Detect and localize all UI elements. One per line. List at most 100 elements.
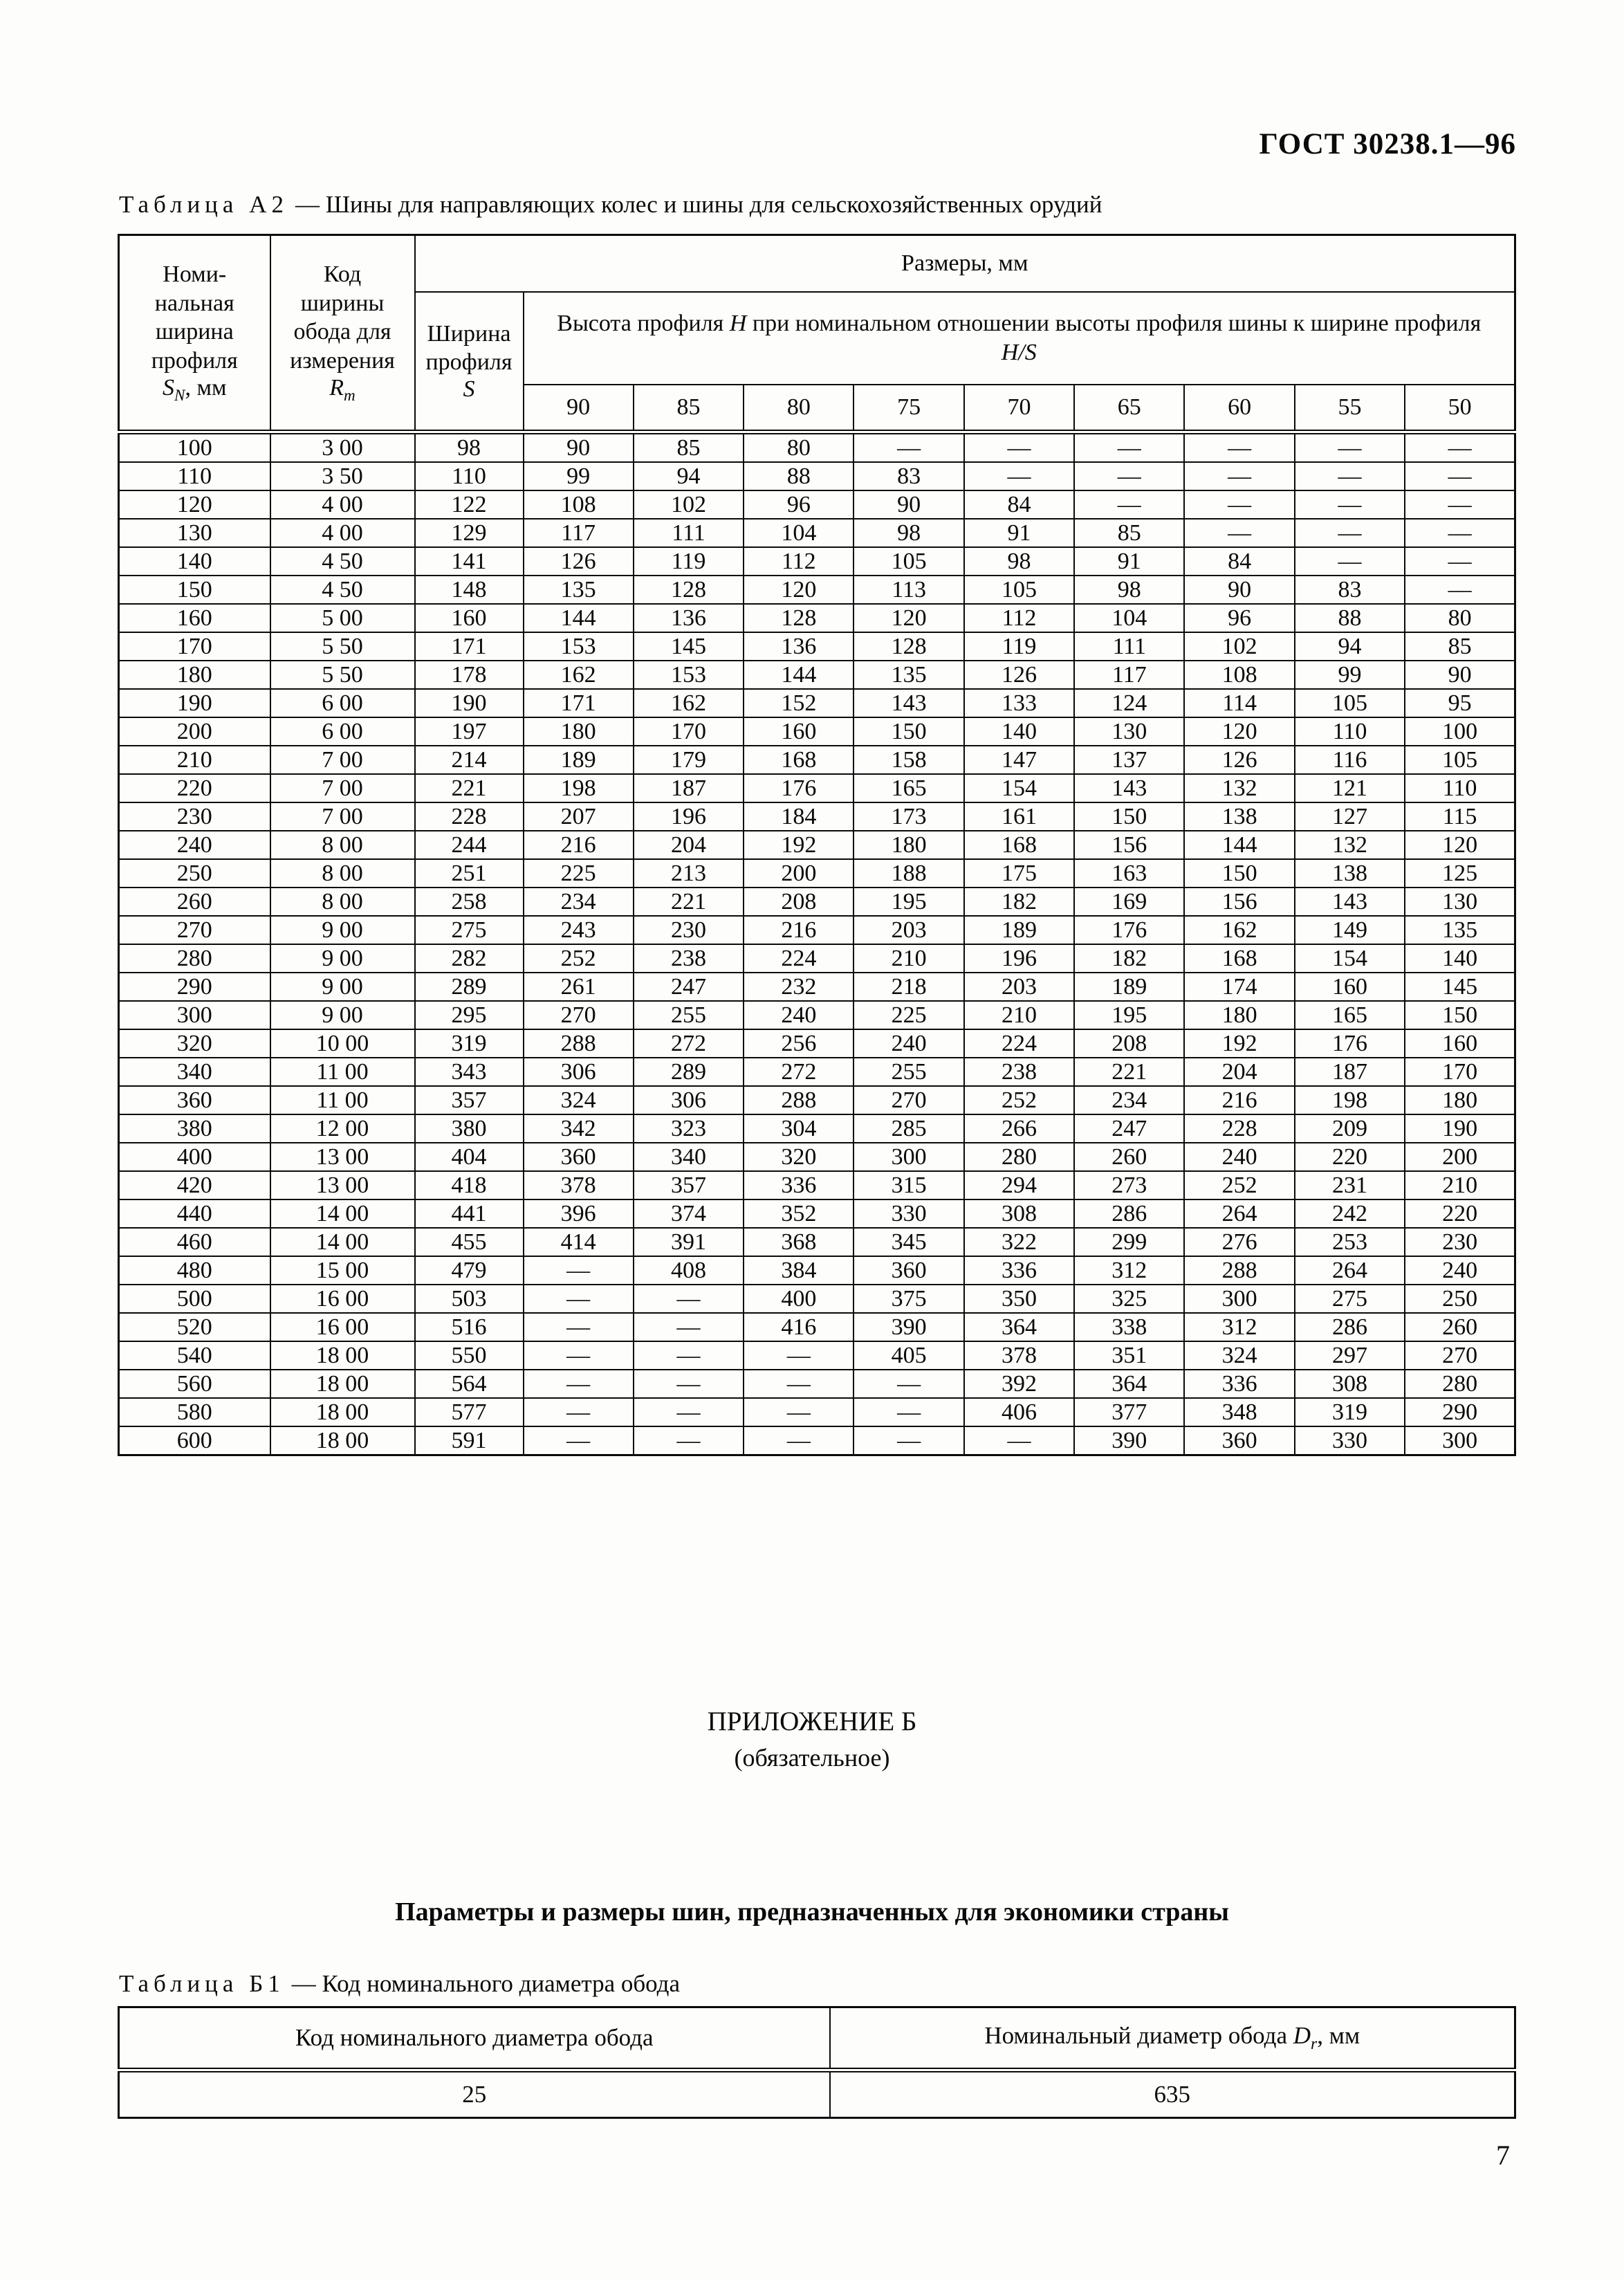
cell: 390 bbox=[1073, 1426, 1185, 1456]
col-header: 50 bbox=[1404, 384, 1516, 433]
cell: 135 bbox=[1404, 915, 1516, 945]
cell: 580 bbox=[118, 1397, 271, 1427]
cell: 145 bbox=[1404, 972, 1516, 1002]
cell: 242 bbox=[1293, 1199, 1406, 1229]
cell: 135 bbox=[522, 575, 634, 605]
cell: 25 bbox=[118, 2068, 831, 2119]
cell: 260 bbox=[118, 887, 271, 917]
col-header: 80 bbox=[743, 384, 855, 433]
cell: — bbox=[632, 1284, 745, 1314]
table-row: 100 3 00 98 90 85 80— — — — — — bbox=[118, 430, 1516, 463]
cell: 102 bbox=[632, 490, 745, 520]
cell: 90 bbox=[522, 430, 634, 463]
cell: 187 bbox=[632, 773, 745, 803]
cell: 300 bbox=[1404, 1426, 1516, 1456]
cell: 130 bbox=[1404, 887, 1516, 917]
cell: 345 bbox=[853, 1227, 965, 1257]
cell: 270 bbox=[853, 1085, 965, 1115]
cell: — bbox=[1404, 490, 1516, 520]
cell: — bbox=[632, 1426, 745, 1456]
table-row: 150 4 50 148 135 128 120 113 105 98 90 83— bbox=[118, 575, 1516, 605]
cell: 192 bbox=[1183, 1029, 1295, 1058]
cell: 196 bbox=[963, 944, 1076, 973]
cell: 162 bbox=[1183, 915, 1295, 945]
cell: 11 00 bbox=[269, 1057, 416, 1087]
cell: — bbox=[1404, 518, 1516, 548]
cell: 289 bbox=[632, 1057, 745, 1087]
cell: 253 bbox=[1293, 1227, 1406, 1257]
table-b1-caption-text: — Код номинального диаметра обода bbox=[291, 1970, 681, 1997]
nominal-width-label: Номи- нальная ширина профиля bbox=[151, 261, 238, 374]
cell: — bbox=[1183, 430, 1295, 463]
cell: 378 bbox=[522, 1170, 634, 1200]
cell: 182 bbox=[1073, 944, 1185, 973]
cell: 160 bbox=[1404, 1029, 1516, 1058]
cell: — bbox=[963, 430, 1076, 463]
cell: 184 bbox=[743, 802, 855, 831]
cell: 440 bbox=[118, 1199, 271, 1229]
cell: 232 bbox=[743, 972, 855, 1002]
cell: 138 bbox=[1293, 858, 1406, 888]
cell: 10 00 bbox=[269, 1029, 416, 1058]
cell: 137 bbox=[1073, 745, 1185, 775]
table-a2-caption-text: — Шины для направляющих колес и шины для… bbox=[295, 191, 1102, 218]
cell: 3 50 bbox=[269, 461, 416, 491]
table-row: 270 9 00 275 243 230 216 203 189 176 162 149 135 bbox=[118, 915, 1516, 945]
cell: 280 bbox=[1404, 1369, 1516, 1399]
table-row: 360 11 00 357 324 306 288 270 252 234 216 198 180 bbox=[118, 1085, 1516, 1115]
cell: 336 bbox=[963, 1256, 1076, 1285]
table-row: 600 18 00 591— — — — —390 360 330 300 bbox=[118, 1426, 1516, 1456]
cell: 336 bbox=[1183, 1369, 1295, 1399]
cell: 154 bbox=[963, 773, 1076, 803]
cell: 162 bbox=[522, 660, 634, 690]
cell: 240 bbox=[853, 1029, 965, 1058]
cell: 190 bbox=[1404, 1114, 1516, 1143]
cell: 384 bbox=[743, 1256, 855, 1285]
cell: — bbox=[1073, 430, 1185, 463]
cell: 126 bbox=[963, 660, 1076, 690]
cell: — bbox=[632, 1341, 745, 1370]
cell: 12 00 bbox=[269, 1114, 416, 1143]
cell: 84 bbox=[963, 490, 1076, 520]
cell: 204 bbox=[1183, 1057, 1295, 1087]
cell: 147 bbox=[963, 745, 1076, 775]
cell: 150 bbox=[1183, 858, 1295, 888]
cell: 203 bbox=[963, 972, 1076, 1002]
cell: 170 bbox=[632, 717, 745, 746]
cell: 330 bbox=[853, 1199, 965, 1229]
table-b1: Код номинального диаметра обода Номиналь… bbox=[118, 2006, 1516, 2119]
cell: 308 bbox=[963, 1199, 1076, 1229]
cell: 392 bbox=[963, 1369, 1076, 1399]
cell: 5 50 bbox=[269, 632, 416, 661]
cell: 336 bbox=[743, 1170, 855, 1200]
cell: 176 bbox=[743, 773, 855, 803]
cell: 258 bbox=[414, 887, 524, 917]
cell: 140 bbox=[963, 717, 1076, 746]
rim-code-label: Код ширины обода для измерения bbox=[290, 261, 395, 374]
cell: 175 bbox=[963, 858, 1076, 888]
cell: 300 bbox=[853, 1142, 965, 1172]
cell: 377 bbox=[1073, 1397, 1185, 1427]
cell: 113 bbox=[853, 575, 965, 605]
cell: — bbox=[632, 1369, 745, 1399]
cell: 500 bbox=[118, 1284, 271, 1314]
cell: — bbox=[743, 1426, 855, 1456]
cell: 91 bbox=[963, 518, 1076, 548]
col-header-sizes: Размеры, мм bbox=[414, 234, 1516, 293]
cell: 196 bbox=[632, 802, 745, 831]
cell: 85 bbox=[1404, 632, 1516, 661]
cell: — bbox=[1404, 546, 1516, 576]
cell: 108 bbox=[1183, 660, 1295, 690]
cell: 240 bbox=[1404, 1256, 1516, 1285]
table-row: 580 18 00 577— — — —406 377 348 319 290 bbox=[118, 1397, 1516, 1427]
cell: 165 bbox=[1293, 1000, 1406, 1030]
cell: 180 bbox=[522, 717, 634, 746]
cell: 306 bbox=[522, 1057, 634, 1087]
cell: — bbox=[632, 1397, 745, 1427]
cell: 129 bbox=[414, 518, 524, 548]
cell: 150 bbox=[1073, 802, 1185, 831]
cell: 228 bbox=[414, 802, 524, 831]
cell: 90 bbox=[1404, 660, 1516, 690]
cell: 479 bbox=[414, 1256, 524, 1285]
table-a2-header: Номи- нальная ширина профиля SN, мм Код … bbox=[118, 234, 1516, 433]
